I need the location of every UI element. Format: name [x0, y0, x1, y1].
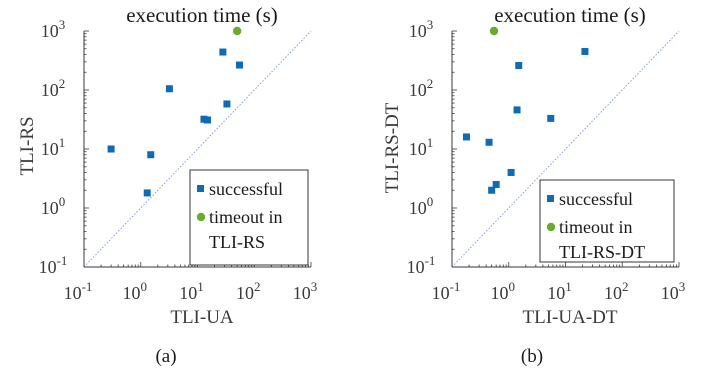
panel-a-y-axis-label: TLI-RS — [17, 116, 38, 175]
panel-a-point-successful — [147, 151, 155, 159]
panel-b-point-successful — [513, 106, 521, 114]
panel-b-x-tick-label: 100 — [491, 279, 516, 303]
panel-a-legend-label-timeout: timeout in — [209, 207, 283, 227]
panel-a-point-successful — [107, 145, 115, 153]
panel-a-title: execution time (s) — [126, 3, 278, 27]
panel-a-x-tick-label: 101 — [179, 279, 204, 303]
panel-a-legend-label-timeout-target: TLI-RS — [209, 232, 265, 252]
panel-b-point-successful — [462, 133, 470, 141]
panel-b-plot: 10-1 100 101 102 103 10-1 100 101 102 103 successf… — [407, 17, 686, 303]
panel-b-legend-square-marker — [547, 195, 554, 202]
panel-a-y-tick-label: 10-1 — [39, 253, 68, 277]
panel-b-legend-box — [539, 179, 675, 263]
panel-a-caption: (a) — [155, 346, 176, 367]
panel-b-y-tick-label: 10-1 — [407, 253, 436, 277]
panel-b-x-tick-label: 10-1 — [432, 279, 461, 303]
panel-b-legend-circle-marker — [546, 222, 556, 232]
panel-b-x-tick-label: 101 — [547, 279, 572, 303]
panel-b-point-successful — [485, 138, 493, 146]
panel-a: execution time (s) TLI-RS TLI-UA 10-1 100… — [17, 3, 317, 367]
panel-a-y-tick-label: 103 — [41, 17, 66, 41]
panel-b-legend-label-successful: successful — [559, 189, 633, 209]
panel-b-y-axis-label: TLI-RS-DT — [382, 102, 403, 193]
panel-b-point-successful — [515, 62, 523, 70]
panel-a-x-tick-label: 103 — [293, 279, 318, 303]
panel-a-point-successful — [143, 189, 151, 197]
panel-b: execution time (s) TLI-RS-DT TLI-UA-DT 1… — [382, 3, 685, 367]
panel-a-legend: successful timeout in TLI-RS — [189, 169, 309, 266]
panel-a-x-tick-label: 10-1 — [64, 279, 93, 303]
panel-a-point-timeout — [232, 26, 242, 36]
panel-b-legend-label-timeout: timeout in — [559, 217, 633, 237]
panel-b-point-successful — [488, 186, 496, 194]
panel-a-y-tick-label: 102 — [41, 76, 66, 100]
panel-a-point-successful — [236, 61, 244, 69]
panel-a-legend-circle-marker — [196, 212, 206, 222]
panel-a-x-tick-label: 102 — [236, 279, 261, 303]
panel-b-y-tick-label: 103 — [409, 17, 434, 41]
panel-b-point-timeout — [489, 26, 499, 36]
panel-a-point-successful — [165, 85, 173, 93]
panel-a-x-tick-label: 100 — [123, 279, 148, 303]
panel-a-y-tick-label: 101 — [41, 135, 66, 159]
panel-a-x-axis-label: TLI-UA — [170, 307, 234, 328]
panel-a-point-successful — [203, 116, 211, 124]
panel-b-y-tick-label: 100 — [409, 194, 434, 218]
panel-b-point-successful — [547, 114, 555, 122]
panel-a-point-successful — [223, 100, 231, 108]
panel-b-x-axis-label: TLI-UA-DT — [523, 307, 618, 328]
panel-a-point-successful — [219, 48, 227, 56]
panel-a-legend-box — [189, 169, 309, 266]
panel-a-point-successful — [200, 115, 208, 123]
panel-b-caption: (b) — [521, 346, 543, 367]
panel-b-legend: successful timeout in TLI-RS-DT — [539, 179, 675, 263]
panel-b-legend-label-timeout-target: TLI-RS-DT — [559, 242, 645, 262]
panel-b-point-successful — [507, 168, 515, 176]
panel-b-y-tick-label: 101 — [409, 135, 434, 159]
panel-b-y-tick-label: 102 — [409, 76, 434, 100]
panel-b-title: execution time (s) — [494, 3, 646, 27]
panel-b-point-successful — [492, 181, 500, 189]
panel-b-x-tick-label: 103 — [661, 279, 686, 303]
panel-a-legend-square-marker — [197, 185, 204, 192]
panel-a-plot: 10-1 100 101 102 103 10-1 100 101 102 103 successf… — [39, 17, 318, 303]
panel-b-x-tick-label: 102 — [604, 279, 629, 303]
panel-a-y-tick-label: 100 — [41, 194, 66, 218]
panel-b-point-successful — [581, 47, 589, 55]
panel-a-legend-label-successful: successful — [209, 179, 283, 199]
